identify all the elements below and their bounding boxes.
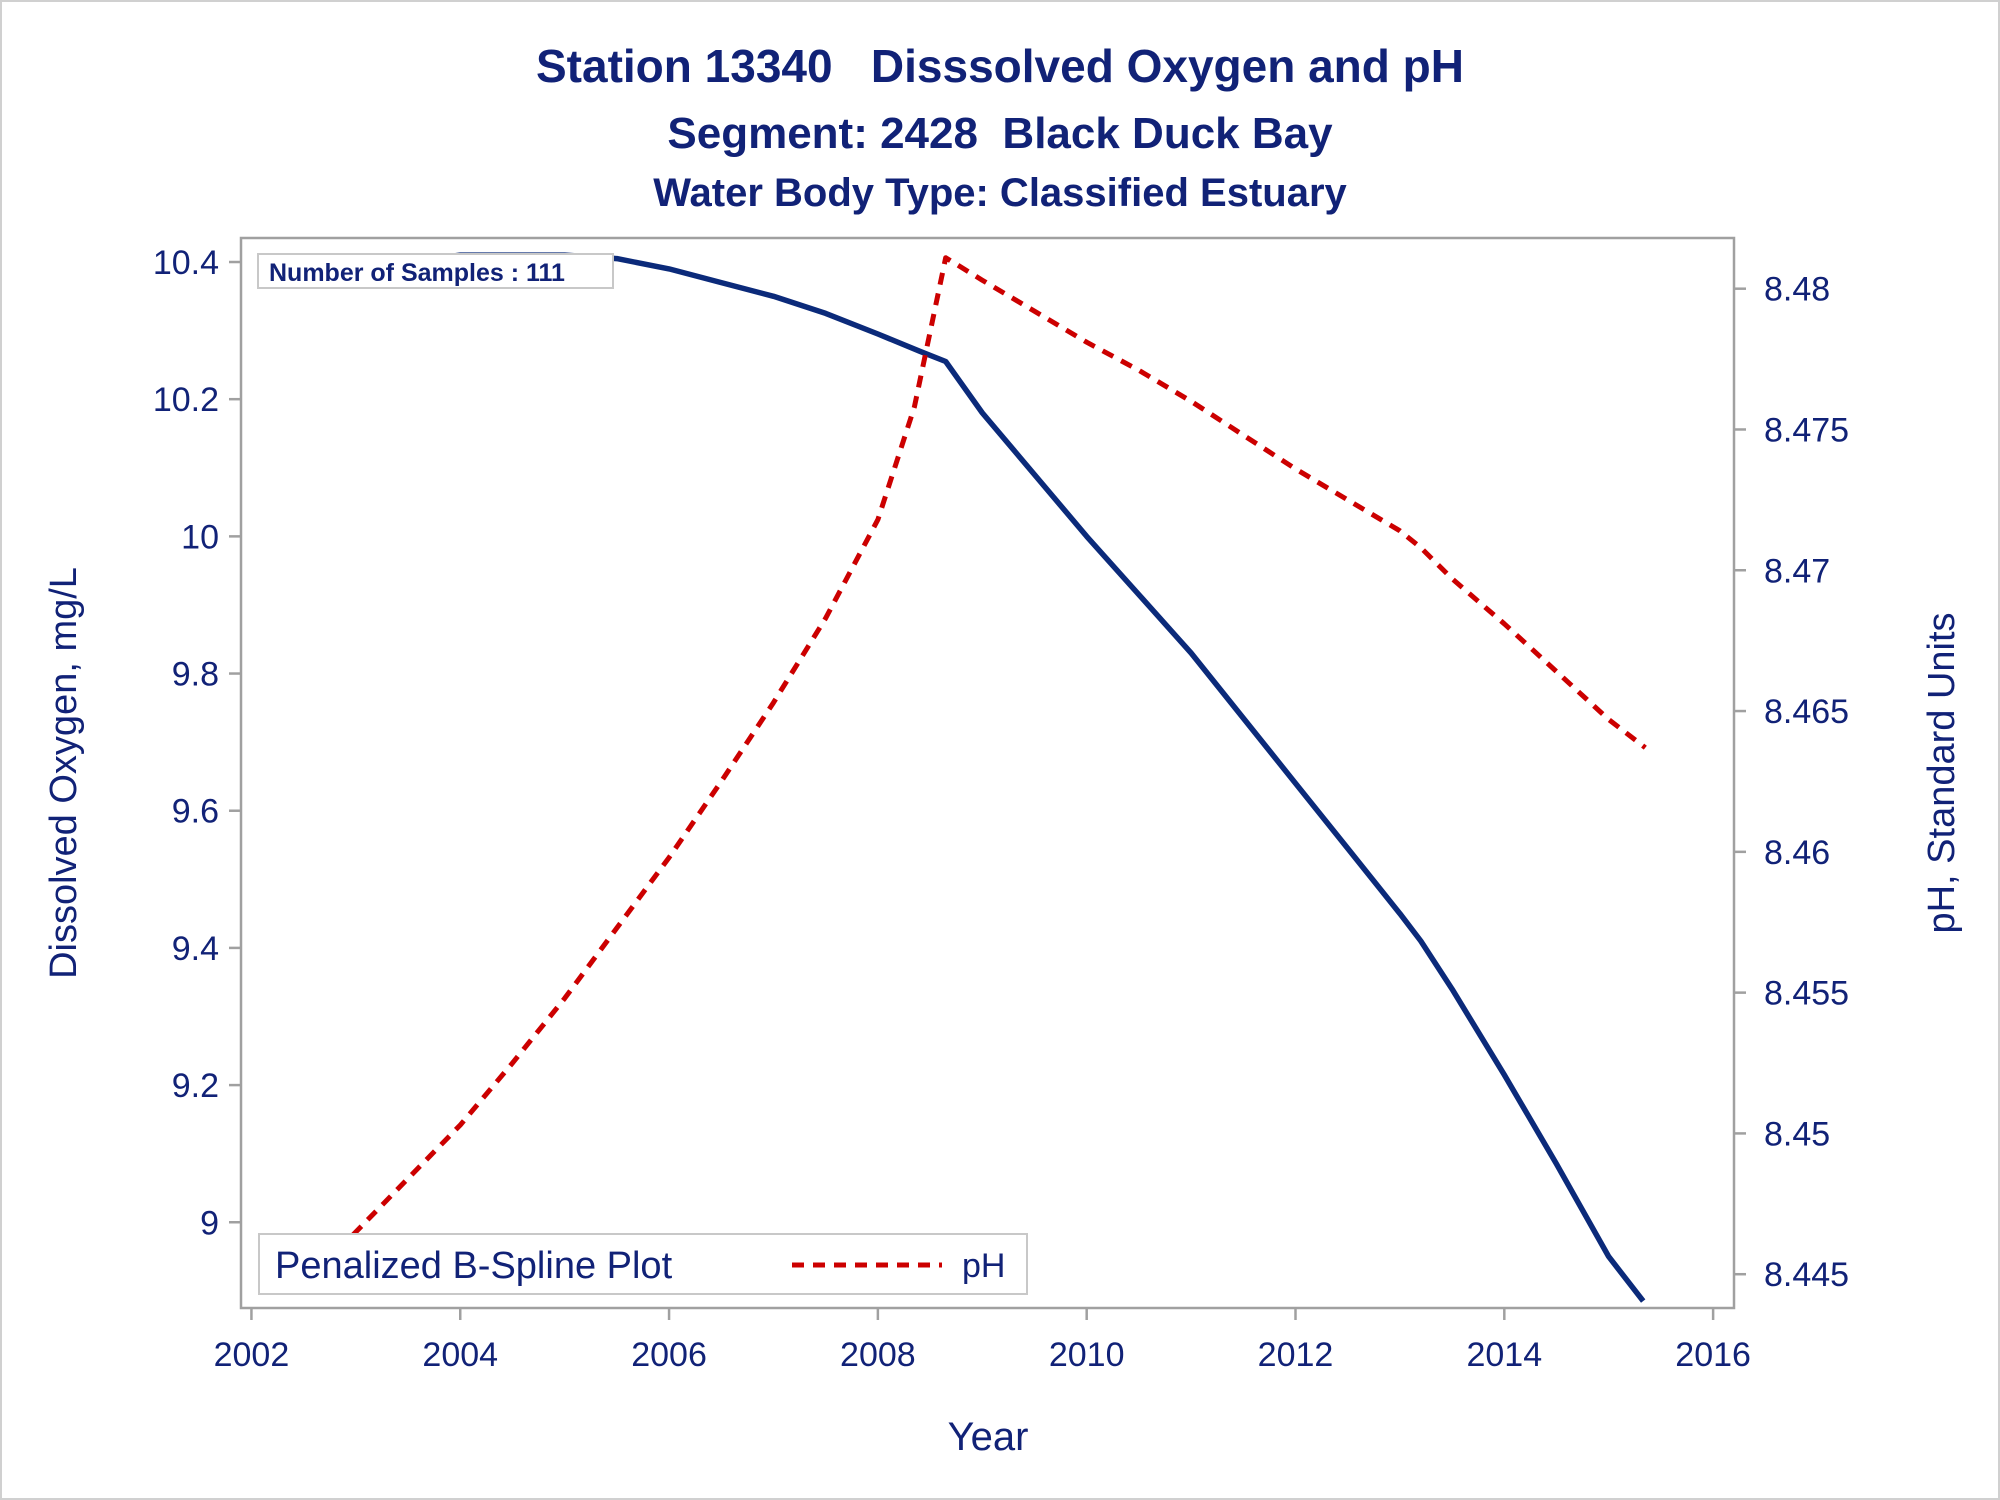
y-tick-label: 10.2 xyxy=(153,381,219,419)
x-tick-label: 2002 xyxy=(214,1336,290,1374)
y-tick-label: 9.8 xyxy=(172,656,219,694)
y-tick-label: 10.4 xyxy=(153,244,219,282)
y2-tick-label: 8.475 xyxy=(1764,411,1849,449)
y2-axis-ticks: 8.445 8.45 8.455 8.46 8.465 8.47 8.475 8.48 xyxy=(1734,271,1849,1294)
y-tick-label: 9.6 xyxy=(172,793,219,831)
y-tick-label: 9 xyxy=(200,1204,219,1242)
x-tick-label: 2008 xyxy=(840,1336,916,1374)
x-tick-label: 2012 xyxy=(1258,1336,1334,1374)
y2-tick-label: 8.465 xyxy=(1764,693,1849,731)
y-axis-label: Dissolved Oxygen, mg/L xyxy=(43,567,85,979)
sample-count-label: Number of Samples : 111 xyxy=(269,259,565,287)
y-tick-label: 9.4 xyxy=(172,930,219,968)
y-tick-label: 10 xyxy=(181,518,219,556)
x-axis-ticks: 2002 2004 2006 2008 2010 2012 2014 2016 xyxy=(214,1308,1751,1374)
x-tick-label: 2014 xyxy=(1466,1336,1542,1374)
x-tick-label: 2010 xyxy=(1049,1336,1125,1374)
dissolved-oxygen-series-line xyxy=(303,252,1646,1303)
chart-subtitle-2: Water Body Type: Classified Estuary xyxy=(653,171,1347,215)
y2-tick-label: 8.47 xyxy=(1764,552,1830,590)
x-tick-label: 2004 xyxy=(422,1336,498,1374)
series-layer xyxy=(303,252,1647,1303)
ph-series-line xyxy=(307,255,1647,1282)
chart-title: Station 13340 Disssolved Oxygen and pH xyxy=(536,40,1464,92)
y2-tick-label: 8.48 xyxy=(1764,271,1830,309)
plot-area xyxy=(239,236,1736,1310)
y2-tick-label: 8.455 xyxy=(1764,975,1849,1013)
x-tick-label: 2006 xyxy=(631,1336,707,1374)
y2-tick-label: 8.46 xyxy=(1764,834,1830,872)
y2-axis-label: pH, Standard Units xyxy=(1921,612,1963,933)
y2-tick-label: 8.45 xyxy=(1764,1115,1830,1153)
y-tick-label: 9.2 xyxy=(172,1067,219,1105)
inset-box xyxy=(257,253,614,289)
legend-ph-label: pH xyxy=(962,1247,1005,1285)
y-axis-ticks: 9 9.2 9.4 9.6 9.8 10 10.2 10.4 xyxy=(153,244,241,1242)
y2-tick-label: 8.445 xyxy=(1764,1256,1849,1294)
chart-subtitle: Segment: 2428 Black Duck Bay xyxy=(667,109,1333,158)
x-axis-label: Year xyxy=(948,1415,1029,1459)
legend-title: Penalized B-Spline Plot xyxy=(275,1245,673,1287)
x-tick-label: 2016 xyxy=(1675,1336,1751,1374)
